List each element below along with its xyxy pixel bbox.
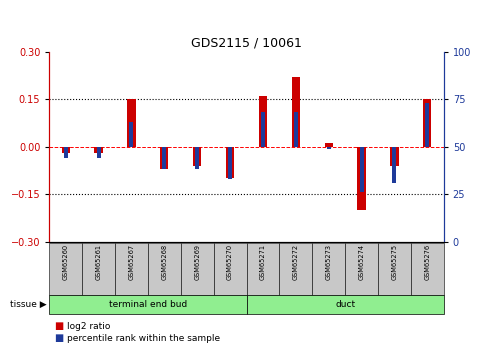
Bar [162, 147, 166, 169]
Title: GDS2115 / 10061: GDS2115 / 10061 [191, 36, 302, 49]
Text: log2 ratio: log2 ratio [67, 322, 110, 331]
Bar [423, 99, 431, 147]
Bar [292, 77, 300, 147]
Text: ■: ■ [54, 333, 64, 343]
Bar [390, 147, 398, 166]
Text: GSM65267: GSM65267 [129, 244, 135, 280]
Text: duct: duct [335, 300, 355, 309]
Text: GSM65268: GSM65268 [161, 244, 167, 280]
Bar [228, 147, 232, 179]
Text: GSM65276: GSM65276 [424, 244, 430, 280]
Bar [97, 147, 101, 158]
Bar [226, 147, 234, 178]
Text: GSM65270: GSM65270 [227, 244, 233, 280]
Text: GSM65261: GSM65261 [96, 244, 102, 280]
Bar [359, 147, 363, 192]
Bar [195, 147, 199, 169]
Text: GSM65273: GSM65273 [326, 244, 332, 280]
Text: GSM65272: GSM65272 [293, 244, 299, 280]
Bar [193, 147, 201, 166]
Text: GSM65271: GSM65271 [260, 244, 266, 280]
Bar [259, 96, 267, 147]
Bar [324, 144, 333, 147]
Bar [425, 103, 429, 147]
Bar [160, 147, 169, 169]
Bar [294, 112, 298, 147]
Bar [327, 147, 331, 148]
Bar [392, 147, 396, 183]
Text: GSM65274: GSM65274 [358, 244, 364, 280]
Text: terminal end bud: terminal end bud [109, 300, 187, 309]
Bar [62, 147, 70, 153]
Bar [95, 147, 103, 153]
Text: GSM65275: GSM65275 [391, 244, 397, 280]
Bar [357, 147, 366, 210]
Text: percentile rank within the sample: percentile rank within the sample [67, 334, 220, 343]
Text: GSM65269: GSM65269 [194, 244, 200, 280]
Text: GSM65260: GSM65260 [63, 244, 69, 280]
Text: ■: ■ [54, 321, 64, 331]
Bar [64, 147, 68, 158]
Bar [261, 112, 265, 147]
Bar [130, 122, 134, 147]
Bar [127, 99, 136, 147]
Text: tissue ▶: tissue ▶ [10, 300, 47, 309]
